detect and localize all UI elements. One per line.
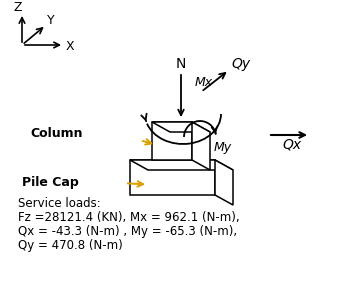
- Text: Fz =28121.4 (KN), Mx = 962.1 (N-m),: Fz =28121.4 (KN), Mx = 962.1 (N-m),: [18, 211, 240, 224]
- Text: X: X: [66, 40, 74, 53]
- Text: Qy: Qy: [231, 57, 250, 71]
- Polygon shape: [130, 160, 215, 195]
- Polygon shape: [152, 122, 210, 132]
- Text: N: N: [176, 57, 186, 71]
- Text: Qx: Qx: [282, 138, 301, 152]
- Text: Pile Cap: Pile Cap: [22, 176, 79, 189]
- Text: Qx = -43.3 (N-m) , My = -65.3 (N-m),: Qx = -43.3 (N-m) , My = -65.3 (N-m),: [18, 225, 237, 238]
- Polygon shape: [192, 122, 210, 170]
- Text: My: My: [214, 141, 232, 154]
- Polygon shape: [130, 160, 233, 170]
- Text: Service loads:: Service loads:: [18, 197, 101, 210]
- Polygon shape: [152, 122, 192, 160]
- Text: Column: Column: [30, 127, 83, 140]
- Text: Mx: Mx: [195, 76, 213, 89]
- Text: Y: Y: [47, 14, 55, 27]
- Text: Z: Z: [13, 1, 22, 14]
- Text: Qy = 470.8 (N-m): Qy = 470.8 (N-m): [18, 239, 123, 252]
- Polygon shape: [215, 160, 233, 205]
